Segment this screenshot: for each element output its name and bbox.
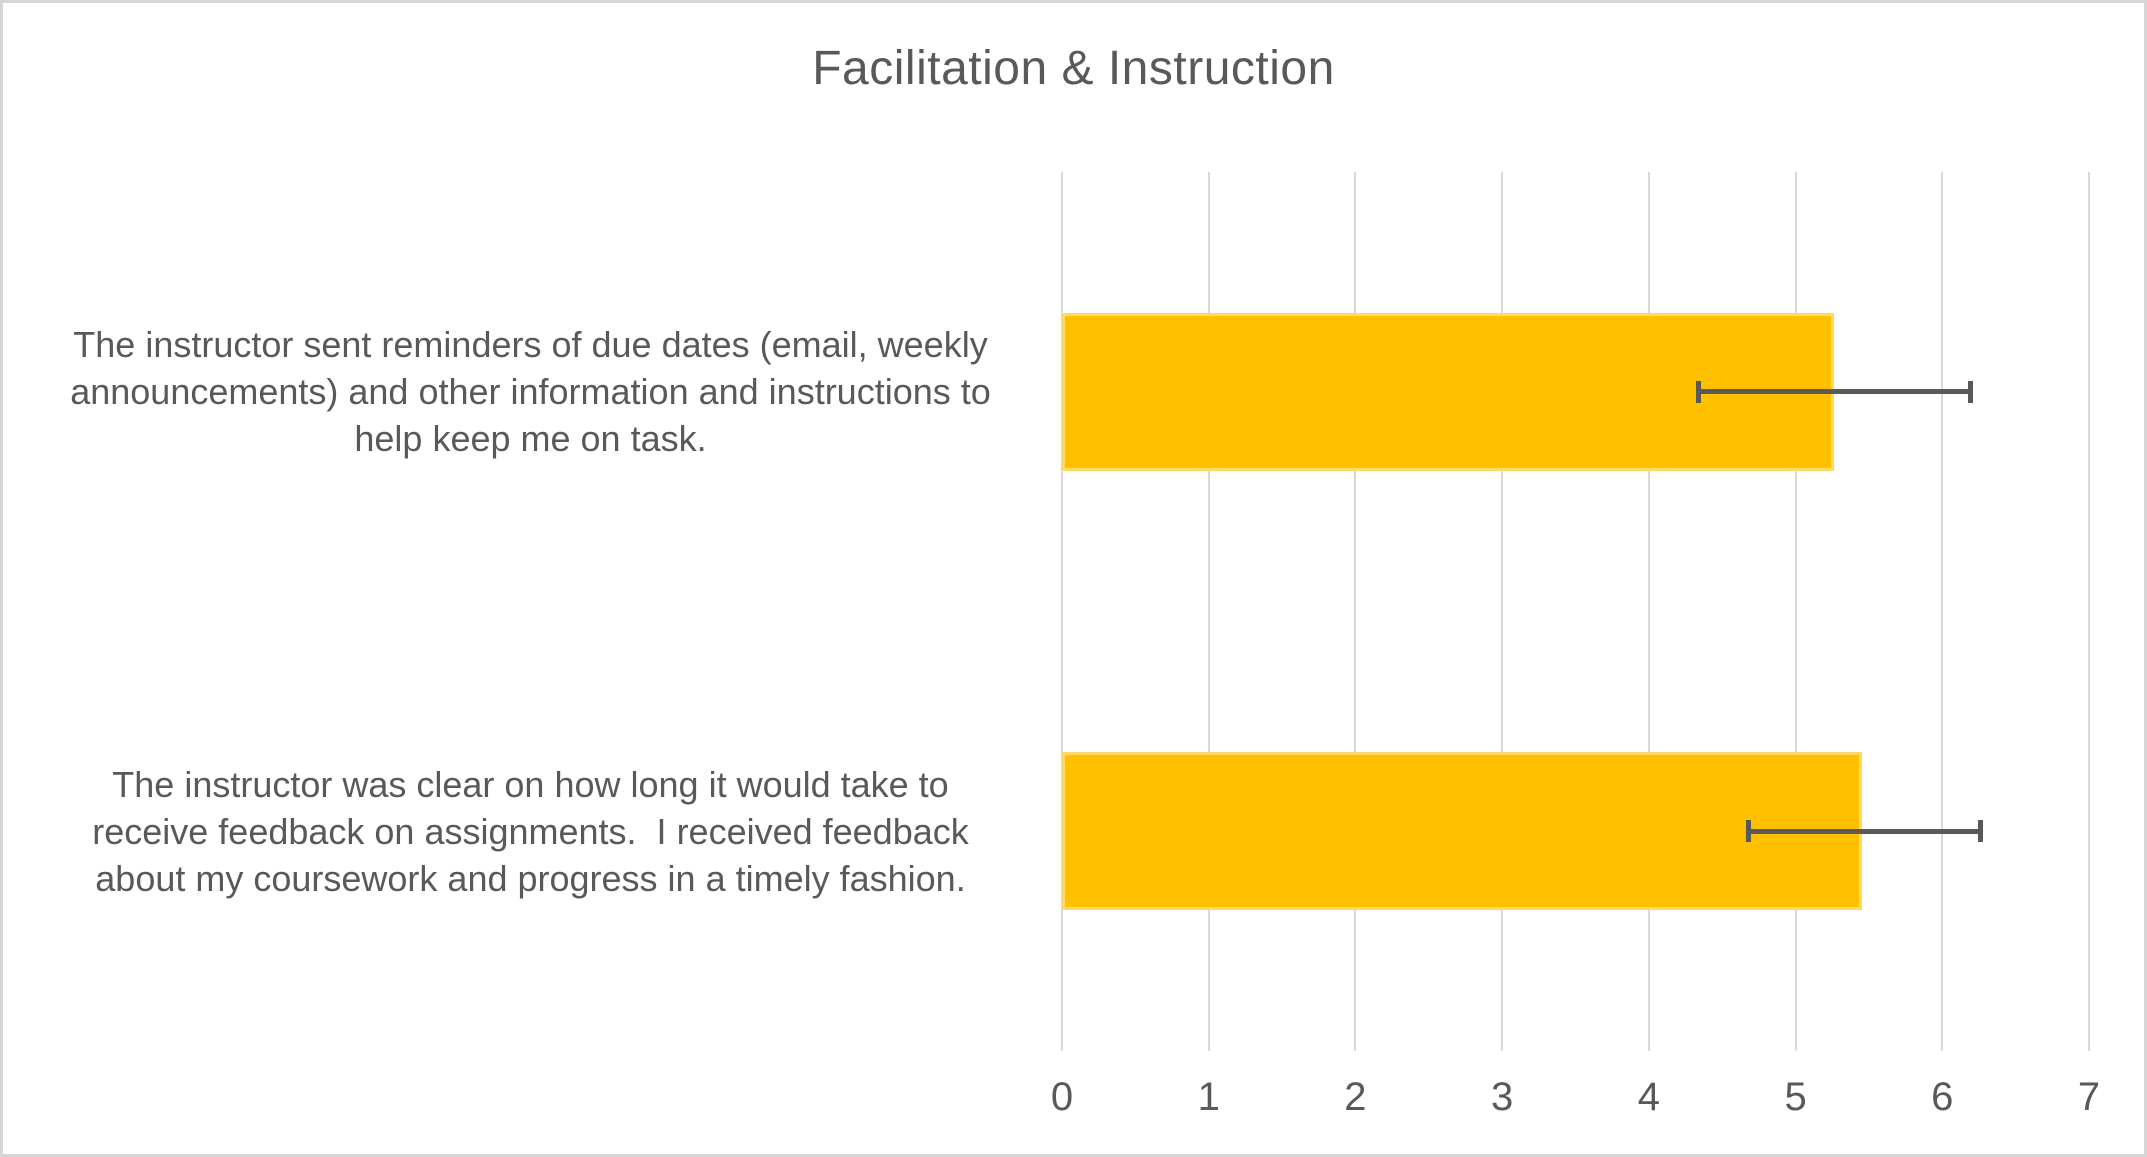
error-bar-line	[1745, 828, 1984, 834]
category-label-1: The instructor sent reminders of due dat…	[23, 321, 1038, 462]
gridline-x-3	[1501, 172, 1504, 1051]
category-label-2: The instructor was clear on how long it …	[23, 761, 1038, 902]
x-tick-label-6: 6	[1931, 1075, 1954, 1119]
error-bar-line	[1695, 389, 1974, 395]
error-bar-cap-right	[1978, 820, 1984, 843]
category-label-line: The instructor sent reminders of due dat…	[73, 324, 988, 366]
bar-category-2	[1062, 752, 1862, 911]
gridline-x-0	[1061, 172, 1063, 1051]
category-label-line: The instructor was clear on how long it …	[112, 763, 949, 805]
error-bar-cap-right	[1968, 380, 1974, 403]
x-tick-label-1: 1	[1197, 1075, 1220, 1119]
category-label-line: help keep me on task.	[354, 418, 707, 460]
error-bar-cap-left	[1745, 820, 1751, 843]
error-bar-category-1	[1695, 380, 1974, 403]
category-label-line: announcements) and other information and…	[70, 371, 991, 413]
x-tick-label-3: 3	[1491, 1075, 1514, 1119]
x-tick-label-7: 7	[2077, 1075, 2101, 1119]
error-bar-category-2	[1745, 820, 1984, 843]
error-bar-cap-left	[1695, 380, 1701, 403]
gridline-x-6	[1941, 172, 1944, 1051]
category-label-line: receive feedback on assignments. I recei…	[92, 810, 969, 852]
x-tick-label-5: 5	[1784, 1075, 1807, 1119]
x-tick-label-2: 2	[1344, 1075, 1367, 1119]
gridline-x-4	[1647, 172, 1650, 1051]
gridline-x-7	[2088, 172, 2090, 1051]
plot-area	[1061, 172, 2090, 1051]
gridline-x-2	[1354, 172, 1357, 1051]
gridline-x-5	[1794, 172, 1797, 1051]
chart-title: Facilitation & Instruction	[812, 42, 1335, 95]
x-tick-label-0: 0	[1050, 1075, 1074, 1119]
gridline-x-1	[1207, 172, 1210, 1051]
category-label-line: about my coursework and progress in a ti…	[95, 857, 966, 899]
x-tick-label-4: 4	[1637, 1075, 1660, 1119]
